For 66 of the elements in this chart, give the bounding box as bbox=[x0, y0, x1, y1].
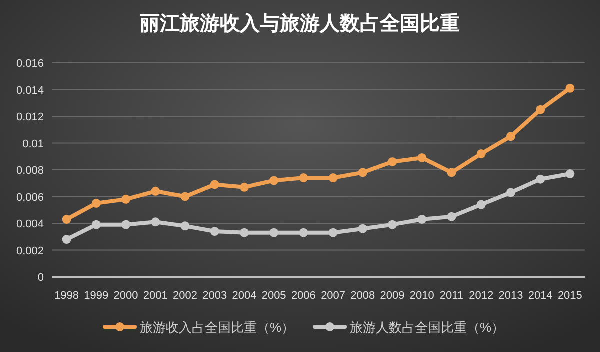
point bbox=[210, 180, 220, 190]
point bbox=[566, 170, 575, 179]
x-tick-label: 2001 bbox=[143, 290, 168, 302]
point bbox=[506, 132, 516, 142]
point bbox=[180, 192, 190, 202]
y-tick-label: 0.014 bbox=[16, 84, 44, 97]
x-tick-label: 2000 bbox=[114, 290, 138, 302]
x-tick-label: 2004 bbox=[232, 290, 257, 302]
point bbox=[358, 224, 368, 234]
point bbox=[122, 220, 131, 230]
point bbox=[270, 228, 279, 238]
legend-label: 旅游人数占全国比重（%） bbox=[350, 320, 505, 335]
legend-label: 旅游收入占全国比重（%） bbox=[140, 320, 295, 335]
point bbox=[92, 220, 101, 230]
x-tick-label: 2012 bbox=[469, 290, 494, 302]
y-tick-label: 0.002 bbox=[16, 245, 44, 258]
x-tick-label: 2002 bbox=[173, 290, 198, 302]
point bbox=[506, 188, 516, 198]
y-tick-label: 0.006 bbox=[16, 192, 44, 204]
x-tick-label: 1999 bbox=[84, 290, 109, 302]
point bbox=[240, 228, 249, 238]
point bbox=[536, 174, 546, 184]
point bbox=[388, 220, 398, 230]
y-tick-label: 0 bbox=[38, 272, 44, 284]
point bbox=[388, 157, 398, 166]
point bbox=[299, 228, 308, 238]
x-tick-label: 2014 bbox=[528, 290, 553, 302]
point bbox=[328, 228, 338, 238]
point bbox=[210, 227, 220, 236]
point bbox=[240, 182, 249, 192]
point bbox=[358, 168, 368, 178]
point bbox=[270, 176, 279, 186]
x-tick-label: 2006 bbox=[291, 290, 316, 302]
point bbox=[566, 84, 575, 93]
point bbox=[122, 194, 131, 204]
point bbox=[476, 149, 486, 158]
y-tick-label: 0.004 bbox=[16, 218, 44, 230]
x-tick-label: 1998 bbox=[54, 290, 80, 302]
point bbox=[62, 235, 72, 244]
x-tick-label: 2003 bbox=[202, 290, 228, 302]
point bbox=[92, 198, 101, 208]
point bbox=[418, 153, 427, 162]
point bbox=[447, 212, 456, 222]
x-tick-label: 2010 bbox=[410, 290, 434, 302]
point bbox=[151, 186, 160, 196]
point bbox=[299, 174, 308, 183]
y-tick-label: 0.012 bbox=[16, 112, 44, 124]
x-tick-label: 2007 bbox=[321, 290, 346, 302]
point bbox=[418, 214, 427, 224]
point bbox=[536, 105, 546, 114]
x-tick-label: 2015 bbox=[558, 290, 582, 302]
point bbox=[328, 174, 338, 183]
point bbox=[151, 218, 160, 227]
point bbox=[180, 222, 190, 231]
x-tick-label: 2013 bbox=[498, 290, 524, 302]
y-tick-label: 0.01 bbox=[22, 138, 44, 150]
point bbox=[62, 214, 72, 224]
x-tick-label: 2005 bbox=[262, 290, 286, 302]
y-tick-label: 0.016 bbox=[16, 58, 44, 70]
x-tick-label: 2011 bbox=[440, 290, 464, 302]
x-tick-label: 2008 bbox=[350, 290, 376, 302]
point bbox=[447, 168, 456, 178]
y-tick-label: 0.008 bbox=[16, 165, 44, 177]
point bbox=[476, 200, 486, 210]
x-tick-label: 2009 bbox=[380, 290, 405, 302]
chart-title: 丽江旅游收入与旅游人数占全国比重 bbox=[139, 12, 460, 35]
